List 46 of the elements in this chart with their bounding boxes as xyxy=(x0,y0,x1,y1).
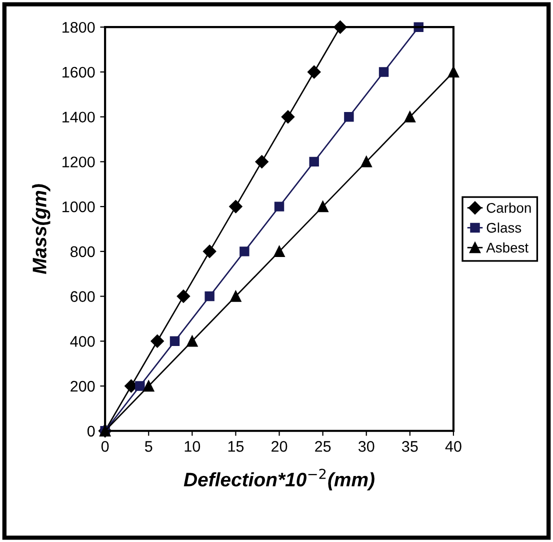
point xyxy=(150,334,164,348)
x-tick-label: 30 xyxy=(358,441,374,452)
point xyxy=(255,155,268,168)
point xyxy=(170,336,180,346)
legend-label: Carbon xyxy=(486,202,531,213)
x-tick-label: 15 xyxy=(228,441,244,452)
x-axis-title: Deflection*10$^{−2}$(mm) xyxy=(184,468,374,490)
y-tick-label: 1200 xyxy=(62,156,95,168)
x-tick-label: 10 xyxy=(184,441,200,452)
y-tick-label: 1000 xyxy=(62,201,95,212)
x-tick-label: 0 xyxy=(101,441,109,452)
point xyxy=(378,67,389,77)
point xyxy=(274,246,285,257)
y-axis-title: Mass(gm) xyxy=(32,184,50,274)
x-tick-label: 25 xyxy=(315,441,331,452)
point xyxy=(274,202,284,212)
point xyxy=(404,111,416,122)
y-tick-label: 800 xyxy=(70,246,95,258)
x-tick-label: 5 xyxy=(144,441,152,452)
y-tick-label: 1400 xyxy=(62,112,95,123)
point xyxy=(308,65,321,79)
y-tick-label: 0 xyxy=(87,426,95,437)
point xyxy=(143,380,154,392)
point xyxy=(240,246,250,256)
x-tick-label: 40 xyxy=(445,441,462,452)
point xyxy=(229,200,242,214)
y-tick-label: 1800 xyxy=(62,22,95,33)
y-tick-label: 600 xyxy=(70,291,95,302)
point xyxy=(281,110,295,124)
legend-label: Glass xyxy=(486,222,522,233)
y-tick-label: 400 xyxy=(70,336,95,347)
x-tick-label: 35 xyxy=(402,441,418,452)
x-tick-label: 20 xyxy=(272,441,288,452)
y-tick-label: 200 xyxy=(70,380,95,392)
point xyxy=(203,244,216,258)
point xyxy=(344,112,354,122)
point xyxy=(176,290,190,303)
point xyxy=(186,336,198,347)
point xyxy=(135,381,145,391)
point xyxy=(360,156,372,168)
y-tick-label: 1600 xyxy=(62,66,95,78)
point xyxy=(309,156,319,167)
point xyxy=(317,201,328,212)
point xyxy=(204,291,214,302)
point xyxy=(230,290,242,302)
legend-label: Asbest xyxy=(486,242,528,253)
